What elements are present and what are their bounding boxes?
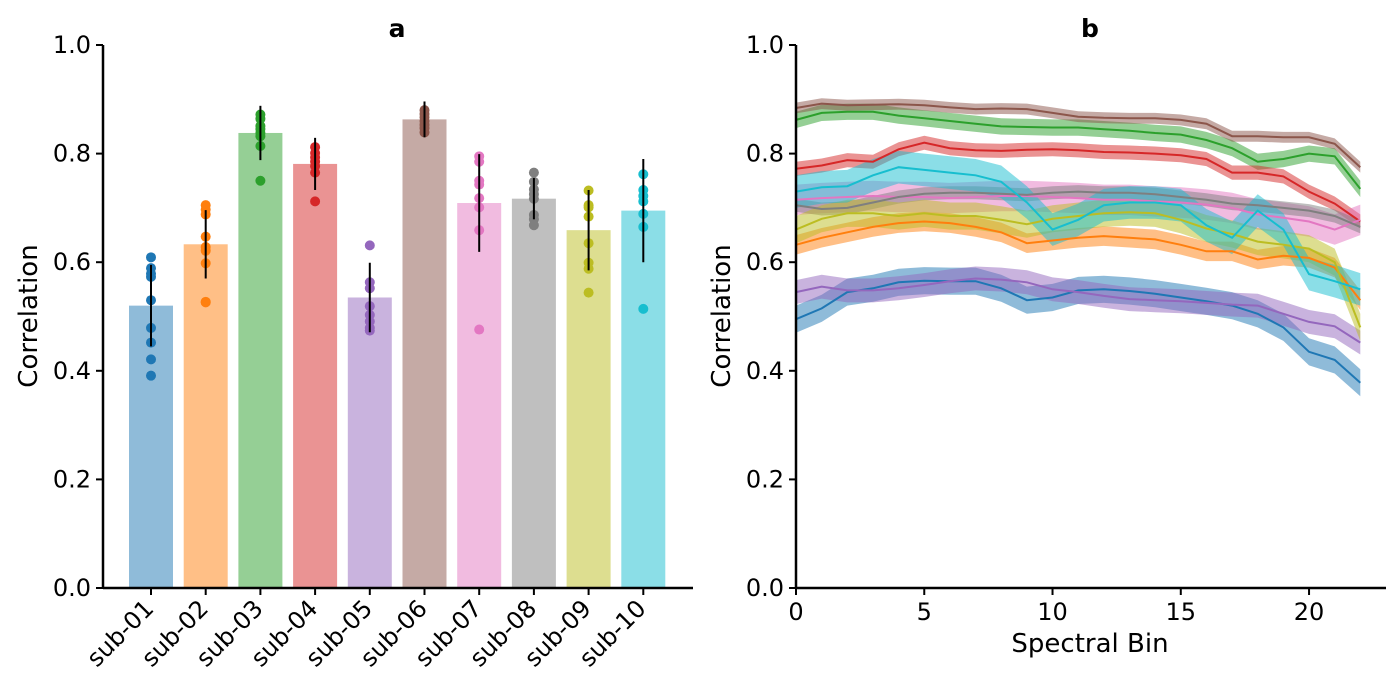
axes xyxy=(794,45,1386,590)
bar xyxy=(402,119,447,589)
bars xyxy=(129,119,666,589)
axes xyxy=(101,45,693,590)
data-point xyxy=(200,297,211,308)
y-tick-label: 1.0 xyxy=(746,31,784,59)
series-line xyxy=(795,194,1361,231)
data-point xyxy=(583,287,594,298)
bar xyxy=(238,132,283,588)
data-point xyxy=(474,324,485,335)
y-tick-label: 0.6 xyxy=(746,248,784,276)
series-line xyxy=(795,277,1361,344)
confidence-band xyxy=(796,135,1361,229)
bar xyxy=(621,210,666,589)
data-point xyxy=(528,167,539,178)
y-axis-label: Correlation xyxy=(707,244,737,387)
y-tick-label: 1.0 xyxy=(53,31,91,59)
series-line xyxy=(795,220,1362,301)
x-tick-label: 20 xyxy=(1294,598,1325,626)
data-point xyxy=(255,175,266,186)
y-tick-label: 0.4 xyxy=(746,357,784,385)
series-line xyxy=(795,141,1361,223)
data-points xyxy=(146,105,649,381)
confidence-band xyxy=(796,103,1361,197)
data-point xyxy=(146,354,156,365)
x-axis-label: Spectral Bin xyxy=(1011,629,1168,659)
bar xyxy=(183,244,228,588)
y-tick-label: 0.2 xyxy=(53,465,91,493)
x-ticks: 0 5 10 15 20 xyxy=(788,588,1324,626)
series-line xyxy=(795,166,1361,291)
data-point xyxy=(146,370,156,381)
series-lines xyxy=(795,102,1362,384)
y-tick-label: 0.2 xyxy=(746,465,784,493)
x-tick-label: 15 xyxy=(1166,598,1197,626)
y-tick-label: 0.8 xyxy=(746,140,784,168)
series-line xyxy=(795,102,1361,168)
y-tick-label: 0.4 xyxy=(53,357,91,385)
series-line xyxy=(795,110,1362,190)
line-chart-panel: b 0.0 0.2 0.4 0.6 0.8 1.0 0 5 10 15 20 Spectral B… xyxy=(707,14,1386,659)
data-point xyxy=(364,240,375,251)
panel-a-title: a xyxy=(389,14,406,43)
bar xyxy=(293,163,338,589)
data-point xyxy=(310,196,321,207)
y-ticks: 0.0 0.2 0.4 0.6 0.8 1.0 xyxy=(746,31,796,602)
y-tick-label: 0.8 xyxy=(53,140,91,168)
bar-chart-panel: a 0.0 0.2 0.4 0.6 0.8 1.0 sub-01sub-02sub-03s… xyxy=(14,14,693,672)
bar xyxy=(457,203,502,588)
y-tick-label: 0.0 xyxy=(53,574,91,602)
y-tick-label: 0.0 xyxy=(746,574,784,602)
x-tick-label: 5 xyxy=(917,598,932,626)
y-tick-label: 0.6 xyxy=(53,248,91,276)
bar xyxy=(511,198,556,588)
error-bars xyxy=(150,101,645,347)
bar xyxy=(347,297,392,588)
series-line xyxy=(795,211,1362,328)
bar xyxy=(129,305,173,588)
x-ticks: sub-01sub-02sub-03sub-04sub-05sub-06sub-… xyxy=(81,588,652,672)
y-ticks: 0.0 0.2 0.4 0.6 0.8 1.0 xyxy=(53,31,103,602)
x-tick-label: 10 xyxy=(1037,598,1068,626)
confidence-bands xyxy=(796,98,1361,397)
confidence-band xyxy=(796,266,1361,355)
y-axis-label: Correlation xyxy=(14,244,44,387)
confidence-band xyxy=(796,150,1361,306)
panel-b-title: b xyxy=(1081,14,1099,43)
series-line xyxy=(795,279,1361,384)
data-point xyxy=(638,303,649,314)
data-point xyxy=(146,252,156,263)
x-tick-label: 0 xyxy=(788,598,803,626)
bar xyxy=(566,230,611,588)
data-point xyxy=(528,220,539,231)
series-line xyxy=(795,190,1361,228)
